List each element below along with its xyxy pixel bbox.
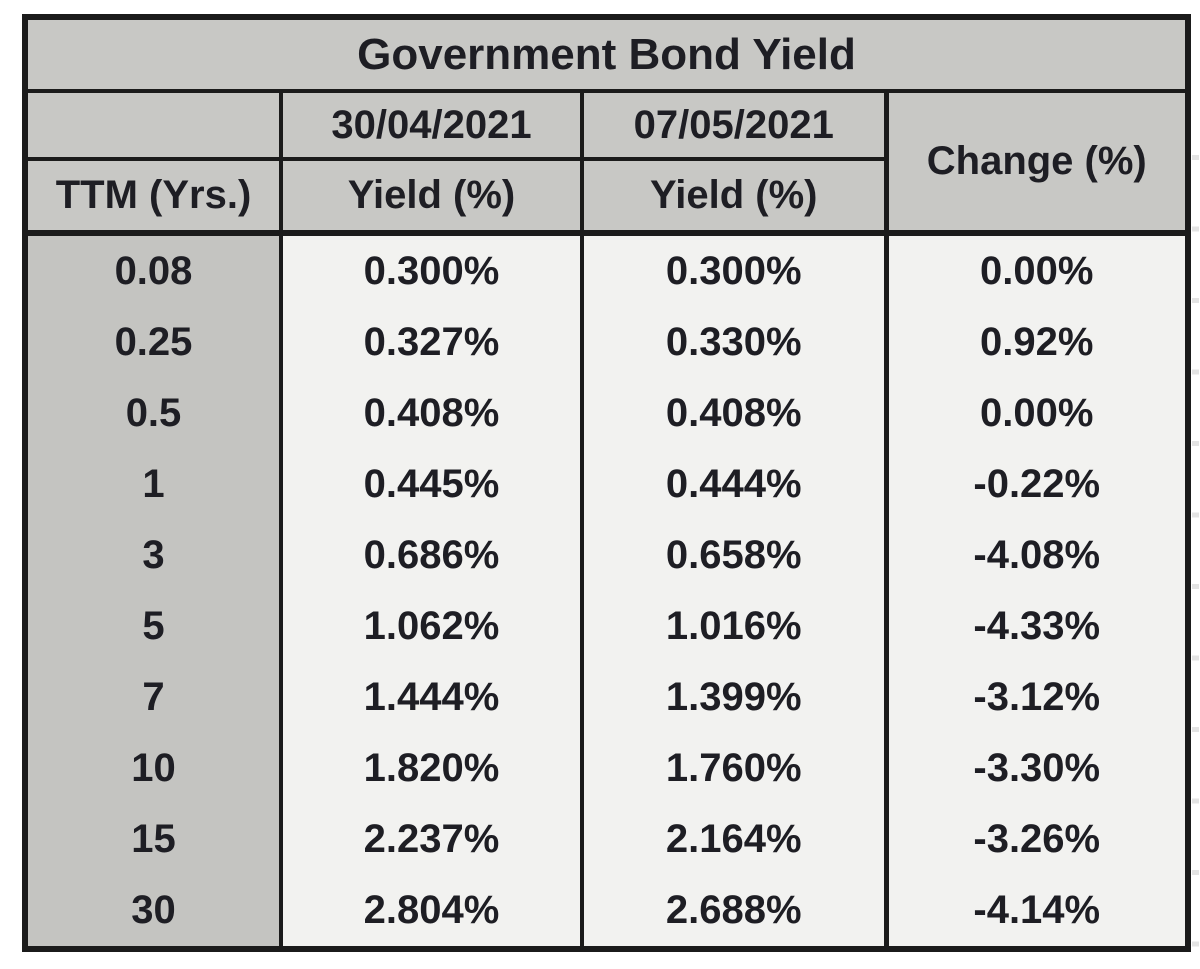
yield2-cell: 0.444% [582, 449, 889, 520]
label-header-row: TTM (Yrs.) Yield (%) Yield (%) [25, 159, 1188, 236]
title-row: Government Bond Yield [25, 17, 1188, 93]
change-cell-value: -3.12% [886, 662, 1188, 733]
yield1-cell: 0.686% [281, 520, 584, 591]
ttm-header: TTM (Yrs.) [25, 159, 283, 236]
yield1-cell: 1.820% [281, 733, 584, 804]
yield1-cell: 1.062% [281, 591, 584, 662]
ttm-cell: 0.25 [25, 307, 283, 378]
corner-cell [25, 91, 283, 161]
yield2-cell: 0.300% [582, 233, 889, 307]
yield2-cell: 1.399% [582, 662, 889, 733]
table-row: 30 2.804% 2.688% -4.14% [25, 875, 1188, 949]
change-cell-value: -4.33% [886, 591, 1188, 662]
date1-header: 30/04/2021 [281, 91, 584, 161]
gridline-artifacts [1192, 155, 1199, 955]
yield2-cell: 2.688% [582, 875, 889, 949]
yield1-header: Yield (%) [281, 159, 584, 236]
change-cell-value: 0.92% [886, 307, 1188, 378]
yield2-cell: 0.408% [582, 378, 889, 449]
ttm-cell: 0.5 [25, 378, 283, 449]
yield1-cell: 0.300% [281, 233, 584, 307]
change-cell-value: -0.22% [886, 449, 1188, 520]
yield1-cell: 0.408% [281, 378, 584, 449]
ttm-cell: 10 [25, 733, 283, 804]
table-row: 0.25 0.327% 0.330% 0.92% [25, 307, 1188, 378]
change-cell-value: 0.00% [886, 233, 1188, 307]
table-row: 0.08 0.300% 0.300% 0.00% [25, 233, 1188, 307]
ttm-cell: 3 [25, 520, 283, 591]
table-header: Government Bond Yield 30/04/2021 07/05/2… [25, 17, 1188, 236]
yield1-cell: 1.444% [281, 662, 584, 733]
ttm-cell: 15 [25, 804, 283, 875]
yield2-cell: 1.760% [582, 733, 889, 804]
table-row: 1 0.445% 0.444% -0.22% [25, 449, 1188, 520]
table-row: 3 0.686% 0.658% -4.08% [25, 520, 1188, 591]
yield1-cell: 2.237% [281, 804, 584, 875]
yield1-cell: 0.445% [281, 449, 584, 520]
change-cell-value: -3.26% [886, 804, 1188, 875]
ttm-cell: 7 [25, 662, 283, 733]
yield2-cell: 0.658% [582, 520, 889, 591]
ttm-cell: 0.08 [25, 233, 283, 307]
table-title: Government Bond Yield [25, 17, 1188, 93]
change-cell-value: -3.30% [886, 733, 1188, 804]
ttm-cell: 30 [25, 875, 283, 949]
date2-header: 07/05/2021 [582, 91, 889, 161]
table-row: 10 1.820% 1.760% -3.30% [25, 733, 1188, 804]
change-cell-value: 0.00% [886, 378, 1188, 449]
yield1-cell: 0.327% [281, 307, 584, 378]
table-row: 7 1.444% 1.399% -3.12% [25, 662, 1188, 733]
change-cell-value: -4.08% [886, 520, 1188, 591]
change-header: Change (%) [886, 91, 1188, 236]
yield2-cell: 0.330% [582, 307, 889, 378]
yield2-header: Yield (%) [582, 159, 889, 236]
government-bond-yield-table: Government Bond Yield 30/04/2021 07/05/2… [22, 14, 1191, 952]
date-header-row: 30/04/2021 07/05/2021 Change (%) [25, 91, 1188, 236]
change-cell-value: -4.14% [886, 875, 1188, 949]
ttm-cell: 1 [25, 449, 283, 520]
yield1-cell: 2.804% [281, 875, 584, 949]
yield2-cell: 2.164% [582, 804, 889, 875]
table-row: 15 2.237% 2.164% -3.26% [25, 804, 1188, 875]
table-row: 5 1.062% 1.016% -4.33% [25, 591, 1188, 662]
table-body: 0.08 0.300% 0.300% 0.00% 0.25 0.327% 0.3… [25, 233, 1188, 949]
yield2-cell: 1.016% [582, 591, 889, 662]
table-row: 0.5 0.408% 0.408% 0.00% [25, 378, 1188, 449]
ttm-cell: 5 [25, 591, 283, 662]
